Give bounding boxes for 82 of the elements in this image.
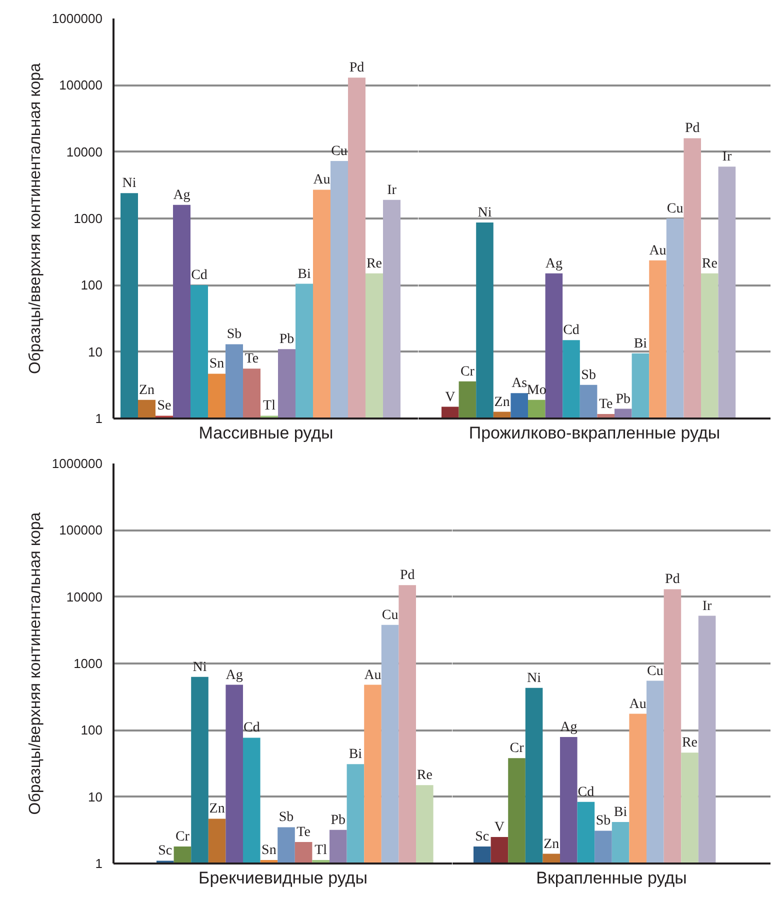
y-axis-title: Образцы/вверхняя континентальная кора [26,62,44,374]
x-tick-label: V [494,820,505,835]
x-tick-label: Cr [175,829,190,844]
x-axis-title: Прожилково-вкрапленные руды [468,424,720,442]
x-tick-label: Pd [684,121,700,136]
y-tick-label: 1 [95,411,103,426]
x-tick-label: Pb [279,332,294,348]
x-tick-label: Au [364,668,382,683]
x-tick-label: Ni [122,176,136,192]
y-tick-label: 10000 [66,144,103,160]
x-tick-label: Ni [478,206,492,221]
y-tick-label: 10000 [66,589,103,604]
x-tick-label: Ir [387,182,397,198]
x-tick-label: Ir [702,598,712,614]
y-tick-label: 1 [95,856,103,871]
x-tick-label: Ni [192,660,207,675]
x-tick-label: Cd [191,268,208,284]
x-tick-label: Sb [278,810,294,826]
x-tick-label: Cd [578,784,594,800]
x-tick-label: Cu [646,664,664,679]
x-axis-title: Массивные руды [198,424,334,442]
x-tick-label: Re [702,256,718,272]
y-tick-label: 1000000 [52,456,103,471]
x-tick-label: V [445,390,456,405]
x-tick-label: Au [629,696,646,712]
x-tick-label: Te [296,825,310,840]
x-tick-label: Ag [560,720,578,735]
x-tick-label: Tl [263,398,276,414]
x-tick-label: Pb [330,812,346,828]
y-axis-title: Образцы/верхняя континентальная кора [26,512,44,815]
y-tick-label: 1000 [74,211,102,226]
y-tick-label: 10 [88,344,103,360]
x-tick-label: As [512,376,528,392]
x-tick-label: Te [598,396,613,412]
x-tick-label: Sn [262,842,276,858]
x-tick-label: Au [313,172,330,188]
x-tick-label: Zn [138,382,155,398]
x-tick-label: Pd [349,60,364,76]
x-tick-label: Au [649,243,666,258]
x-tick-label: Zn [209,802,225,817]
x-tick-label: Cu [331,144,348,159]
x-tick-label: Zn [544,836,560,852]
x-tick-label: Bi [348,747,362,762]
x-axis-title: Брекчиевидные руды [198,868,368,888]
x-tick-label: Pd [665,572,680,588]
y-tick-label: 100 [80,722,103,738]
x-tick-label: Sc [158,844,172,859]
y-tick-label: 1000000 [52,11,103,26]
x-tick-label: Ag [173,188,190,203]
x-tick-label: Ag [226,668,243,683]
x-tick-label: Sb [596,814,611,829]
x-tick-label: Bi [634,336,648,352]
x-tick-label: Sb [226,327,242,342]
x-tick-label: Pd [400,568,415,584]
y-tick-label: 1000 [74,656,102,671]
x-tick-label: Sc [475,829,490,844]
x-tick-label: Re [682,736,698,751]
x-tick-label: Sn [209,356,224,372]
x-tick-label: Cu [382,608,398,623]
x-tick-label: Sb [581,368,596,383]
x-tick-label: Zn [494,394,510,410]
x-tick-label: Cd [243,720,260,736]
x-axis-title: Вкрапленные руды [536,868,687,888]
x-tick-label: Cr [460,364,475,380]
y-tick-label: 100000 [59,78,103,93]
x-tick-label: Re [366,256,382,272]
y-tick-label: 10 [88,789,103,804]
x-tick-label: Se [157,398,172,414]
x-tick-label: Ir [722,150,732,165]
x-tick-label: Ni [527,670,542,686]
x-tick-label: Tl [314,842,328,858]
x-tick-label: Bi [614,804,628,820]
y-tick-label: 100 [80,278,103,293]
x-tick-label: Cu [666,202,684,216]
y-tick-label: 100000 [59,522,103,538]
x-tick-label: Te [244,352,259,367]
x-tick-label: Cd [563,323,580,338]
x-tick-label: Re [416,768,432,784]
x-tick-label: Pb [616,392,631,407]
x-tick-label: Cr [510,741,524,756]
x-tick-label: Ag [545,256,563,272]
x-tick-label: Bi [298,266,311,282]
